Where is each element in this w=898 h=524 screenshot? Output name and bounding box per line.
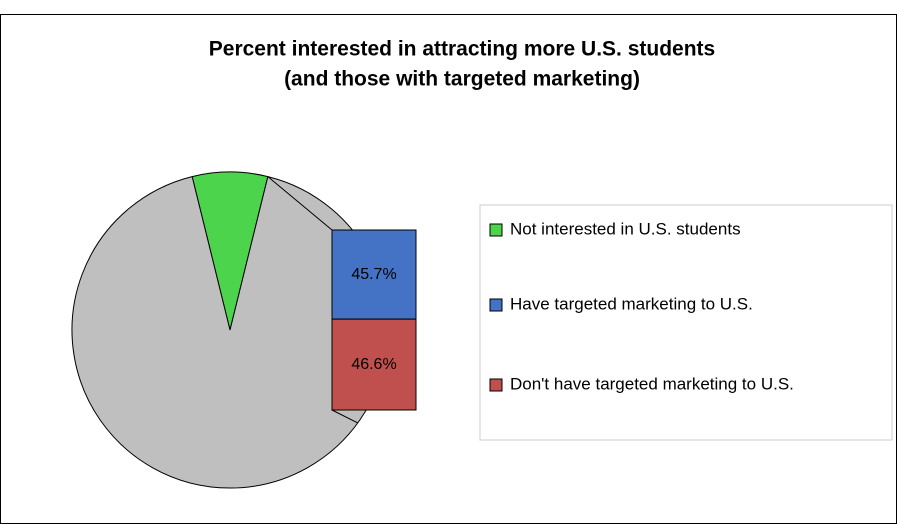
bar-segment [331, 318, 417, 411]
legend-box [479, 204, 893, 441]
legend-label: Don't have targeted marketing to U.S. [510, 374, 794, 393]
connector-line [267, 176, 333, 231]
chart-title: Percent interested in attracting more U.… [209, 38, 715, 61]
bar-segment [331, 229, 417, 320]
legend-label: Have targeted marketing to U.S. [510, 294, 753, 313]
chart-subtitle: (and those with targeted marketing) [284, 68, 640, 91]
data-label: 45.7% [351, 266, 396, 283]
data-label: 46.6% [351, 356, 396, 373]
legend-swatch [489, 298, 503, 312]
connector-line [331, 409, 358, 424]
legend-label: Not interested in U.S. students [510, 219, 741, 238]
legend-swatch [489, 378, 503, 392]
legend-swatch [489, 223, 503, 237]
